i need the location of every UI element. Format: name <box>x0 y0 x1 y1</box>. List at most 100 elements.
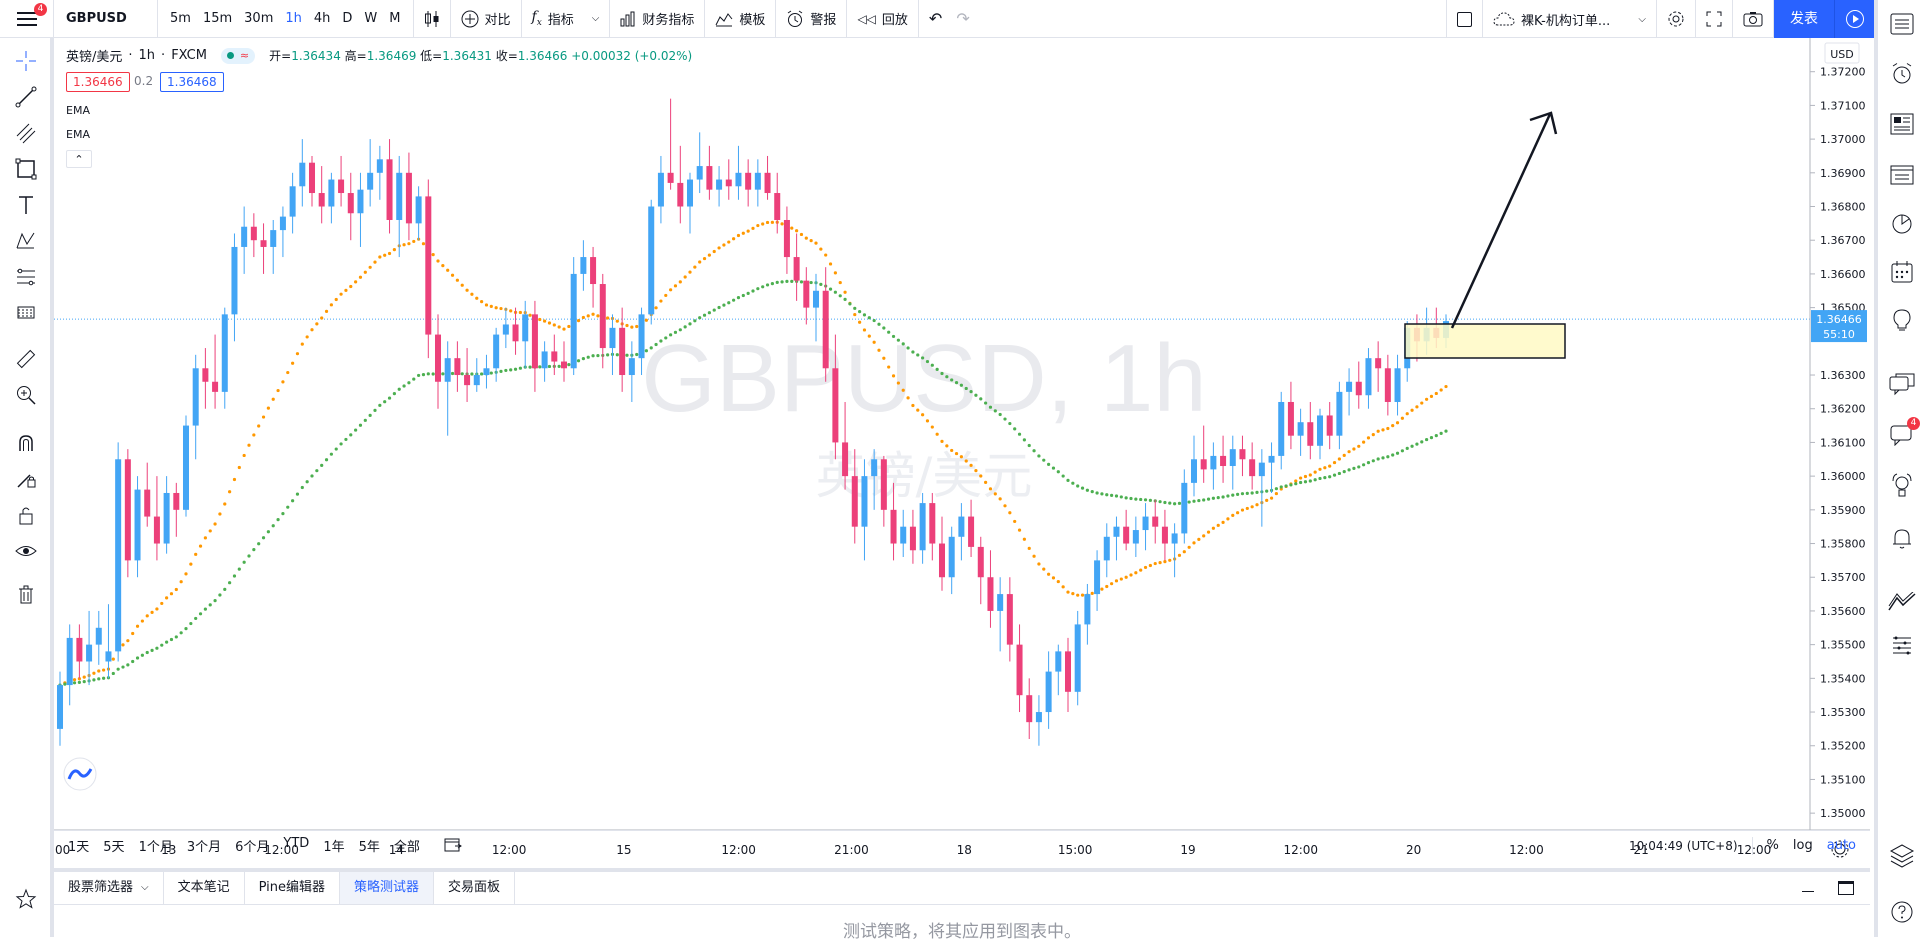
trading-panel-button[interactable] <box>1888 588 1916 616</box>
candle-body <box>619 327 626 376</box>
log-scale-toggle[interactable]: log <box>1792 838 1813 853</box>
sell-button[interactable]: 1.36466 <box>66 72 130 92</box>
market-status-badge[interactable]: ≈ <box>220 47 256 64</box>
brush-tool[interactable] <box>13 300 39 326</box>
object-tree-button[interactable] <box>1888 842 1916 870</box>
layout-button[interactable]: 裸K-机构订单... ⌵ <box>1483 0 1657 38</box>
timeframe-5年[interactable]: 5年 <box>358 840 380 855</box>
private-chats-button[interactable]: 4 <box>1888 417 1920 448</box>
interval-5m[interactable]: 5m <box>170 11 191 26</box>
minimize-panel-button[interactable] <box>1802 884 1814 892</box>
redo-icon[interactable]: ↷ <box>956 9 970 28</box>
alerts-button[interactable] <box>1888 60 1916 88</box>
time-axis[interactable]: 00 13 12:00 14 12:00 15 12:00 21:00 18 15:00 19 12:… <box>55 843 1771 857</box>
tradingview-logo[interactable] <box>63 757 97 791</box>
ohlc-values: 开=1.36434 高=1.36469 低=1.36431 收=1.36466 … <box>269 47 692 64</box>
tab-strategy-tester[interactable]: 策略测试器 <box>340 872 435 904</box>
interval-W[interactable]: W <box>364 11 378 26</box>
auto-scale-toggle[interactable]: auto <box>1826 838 1856 853</box>
chart-legend[interactable]: 英镑/美元 · 1h · FXCM ≈ 开=1.36434 高=1.36469 … <box>66 46 692 65</box>
interval-D[interactable]: D <box>342 11 353 26</box>
timeframe-1个月[interactable]: 1个月 <box>138 840 173 855</box>
chats-button[interactable] <box>1888 370 1916 398</box>
symbol-search[interactable]: GBPUSD <box>54 0 158 38</box>
collapse-legend-button[interactable]: ⌃ <box>66 150 92 168</box>
maximize-panel-button[interactable] <box>1838 881 1854 895</box>
undo-button[interactable]: ↶ ↷ <box>919 0 980 38</box>
calendar-button[interactable] <box>1888 258 1916 286</box>
main-menu-button[interactable]: 4 <box>0 0 54 38</box>
interval-30m[interactable]: 30m <box>244 11 274 26</box>
chart-type-button[interactable] <box>414 0 451 38</box>
financials-button[interactable]: 财务指标 <box>610 0 706 38</box>
prediction-tool[interactable] <box>13 264 39 290</box>
tab-trading-panel[interactable]: 交易面板 <box>434 872 516 904</box>
price-chart[interactable]: GBPUSD, 1h 英镑/美元 1.372001.371001.370001.… <box>54 38 1870 868</box>
timeframe-6个月[interactable]: 6个月 <box>235 840 270 855</box>
date-range-button[interactable] <box>444 836 462 856</box>
lock-all-tool[interactable] <box>13 502 39 528</box>
publish-button[interactable]: 发表 <box>1774 0 1834 38</box>
remove-drawings-tool[interactable] <box>13 582 39 608</box>
legend-symbol-name[interactable]: 英镑/美元 <box>66 50 123 65</box>
watchlist-button[interactable] <box>1888 10 1916 38</box>
shapes-tool[interactable] <box>13 156 39 182</box>
timeframe-全部[interactable]: 全部 <box>393 840 420 855</box>
replay-button[interactable]: ◁◁ 回放 <box>847 0 919 38</box>
zoom-tool[interactable] <box>13 382 39 408</box>
arrow-drawing[interactable] <box>1450 111 1558 329</box>
alert-button[interactable]: 警报 <box>776 0 848 38</box>
tab-stock-screener[interactable]: 股票筛选器 ⌵ <box>54 872 164 904</box>
ema-fast-dot <box>543 319 547 323</box>
candle-body <box>531 314 538 369</box>
lock-drawing-tool[interactable] <box>13 466 39 492</box>
favorites-tool[interactable] <box>13 886 39 912</box>
timeframe-5天[interactable]: 5天 <box>103 840 125 855</box>
buy-button[interactable]: 1.36468 <box>160 72 224 92</box>
percent-scale-toggle[interactable]: % <box>1766 838 1779 853</box>
fullscreen-button[interactable] <box>1696 0 1733 38</box>
interval-15m[interactable]: 15m <box>202 11 233 26</box>
snapshot-button[interactable] <box>1733 0 1774 38</box>
timeframe-YTD[interactable]: YTD <box>283 836 310 851</box>
dom-button[interactable] <box>1888 632 1916 660</box>
timeframe-1年[interactable]: 1年 <box>323 840 345 855</box>
help-button[interactable] <box>1888 898 1916 926</box>
hide-drawings-tool[interactable] <box>13 538 39 564</box>
compare-button[interactable]: 对比 <box>451 0 522 38</box>
tab-pine-editor[interactable]: Pine编辑器 <box>245 872 341 904</box>
ema-1-label[interactable]: EMA <box>66 104 90 117</box>
price-axis[interactable]: 1.37200 1.37100 1.37000 1.36900 1.36800 1.367… <box>1810 66 1866 820</box>
ema-slow-dot <box>882 326 886 330</box>
interval-1h[interactable]: 1h <box>285 11 302 26</box>
news-button[interactable] <box>1888 110 1916 138</box>
timeframe-3个月[interactable]: 3个月 <box>186 840 222 855</box>
settings-button[interactable] <box>1657 0 1696 38</box>
time-axis-settings[interactable] <box>1831 840 1849 858</box>
indicators-button[interactable]: fx 指标 ⌵ <box>522 0 611 38</box>
magnet-tool[interactable] <box>13 430 39 456</box>
pattern-tool[interactable] <box>13 228 39 254</box>
clock-time[interactable]: 10:04:49 (UTC+8) <box>1628 838 1738 853</box>
ideas-button[interactable] <box>1888 306 1916 334</box>
order-block-zone[interactable] <box>1404 323 1566 359</box>
hotlist-button[interactable] <box>1888 210 1916 238</box>
strategy-play-button[interactable] <box>1834 0 1874 38</box>
tab-text-notes[interactable]: 文本笔记 <box>164 872 245 904</box>
ema-fast-dot <box>494 306 498 310</box>
notifications-button[interactable] <box>1888 524 1916 552</box>
timeframe-1天[interactable]: 1天 <box>68 840 90 855</box>
currency-box[interactable] <box>1824 42 1860 64</box>
trend-line-tool[interactable] <box>13 84 39 110</box>
interval-4h[interactable]: 4h <box>313 11 331 26</box>
templates-button[interactable]: 模板 <box>705 0 777 38</box>
select-checkbox-button[interactable] <box>1446 0 1483 38</box>
text-tool[interactable] <box>13 192 39 218</box>
measure-tool[interactable] <box>13 346 39 372</box>
ema-2-label[interactable]: EMA <box>66 128 90 141</box>
crosshair-tool[interactable] <box>13 48 39 74</box>
fib-tool[interactable] <box>13 120 39 146</box>
interval-M[interactable]: M <box>389 11 401 26</box>
data-window-button[interactable] <box>1888 160 1916 188</box>
streams-button[interactable] <box>1888 472 1916 500</box>
